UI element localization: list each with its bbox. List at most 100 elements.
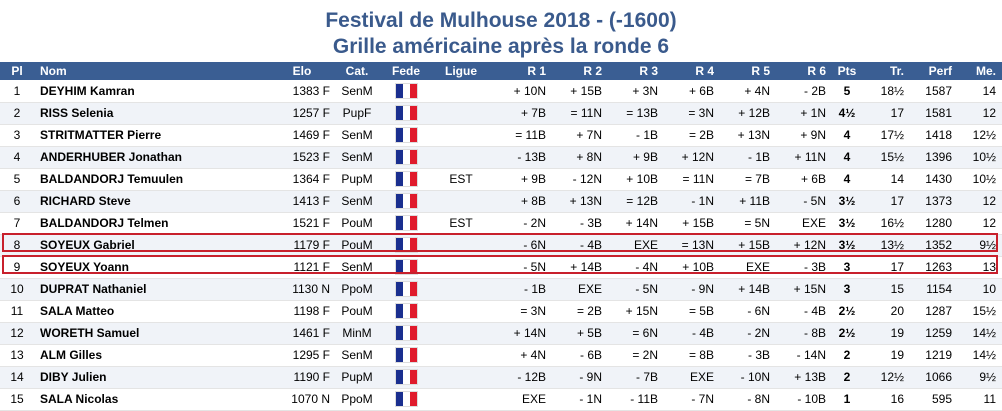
table-row[interactable]: 8 SOYEUX Gabriel 1179 F PouM - 6N - 4B EXE = 13… <box>0 234 1002 256</box>
table-row[interactable]: 4 ANDERHUBER Jonathan 1523 F SenM - 13B + 8N +… <box>0 146 1002 168</box>
table-row[interactable]: 3 STRITMATTER Pierre 1469 F SenM = 11B + 7N - … <box>0 124 1002 146</box>
cell-perf: 1066 <box>925 370 952 384</box>
cell-me: 15½ <box>972 304 996 318</box>
header-ligue[interactable]: Ligue <box>445 64 477 78</box>
cell-ligue: EST <box>449 216 473 230</box>
table-row[interactable]: 5 BALDANDORJ Temuulen 1364 F PupM EST + 9B - 1… <box>0 168 1002 190</box>
cell-r2: - 6B <box>579 348 602 362</box>
cell-elo: 1521 F <box>292 216 330 230</box>
cell-r3: = 6N <box>632 326 658 340</box>
player-name: ANDERHUBER Jonathan <box>40 150 183 164</box>
cell-pts: 3 <box>843 260 851 274</box>
player-name: DUPRAT Nathaniel <box>40 282 147 296</box>
cell-me: 10½ <box>972 172 996 186</box>
table-row[interactable]: 2 RISS Selenia 1257 F PupF + 7B = 11N = 13B = 3… <box>0 102 1002 124</box>
cell-ligue <box>430 278 492 300</box>
header-nom[interactable]: Nom <box>40 64 67 78</box>
header-pl[interactable]: Pl <box>11 64 23 78</box>
cell-elo: 1413 F <box>292 194 330 208</box>
cell-pl: 2 <box>13 106 21 120</box>
cell-perf: 1587 <box>925 83 952 98</box>
table-row[interactable]: 13 ALM Gilles 1295 F SenM + 4N - 6B = 2N = 8B - … <box>0 344 1002 366</box>
cell-pts: 4 <box>843 150 851 164</box>
header-fede[interactable]: Fede <box>391 64 420 78</box>
page-title: Festival de Mulhouse 2018 - (-1600) <box>325 9 677 32</box>
player-name: ALM Gilles <box>40 348 103 362</box>
cell-r2: + 7N <box>576 128 602 142</box>
cell-cat: SenM <box>341 83 373 98</box>
cell-r3: - 5N <box>635 282 658 296</box>
table-row[interactable]: 11 SALA Matteo 1198 F PouM = 3N = 2B + 15N = 5B… <box>0 300 1002 322</box>
cell-fede <box>382 256 430 278</box>
france-flag-icon <box>395 238 417 253</box>
header-r3[interactable]: R 3 <box>639 64 658 78</box>
cell-cat: SenM <box>341 260 373 274</box>
cell-r1: - 6N <box>523 238 546 252</box>
cell-cat: SenM <box>341 194 373 208</box>
cell-perf: 595 <box>931 392 952 406</box>
cell-r3: = 12B <box>626 194 658 208</box>
cell-pl: 3 <box>13 128 21 142</box>
cell-perf: 1373 <box>925 194 952 208</box>
header-elo[interactable]: Elo <box>292 64 312 78</box>
cell-r5: + 11B <box>739 194 770 208</box>
table-row[interactable]: 1 DEYHIM Kamran 1383 F SenM + 10N + 15B + 3N + … <box>0 80 1002 102</box>
cell-r1: + 4N <box>520 348 546 362</box>
header-perf[interactable]: Perf <box>928 64 952 78</box>
cell-r1: - 2N <box>523 216 546 230</box>
cell-r3: + 14N <box>625 216 658 230</box>
cell-fede <box>382 102 430 124</box>
header-me[interactable]: Me. <box>975 64 996 78</box>
cell-me: 11 <box>983 392 996 406</box>
cell-me: 12 <box>982 194 996 208</box>
cell-perf: 1154 <box>926 282 952 296</box>
cell-ligue <box>430 124 492 146</box>
cell-r6: + 1N <box>800 106 826 120</box>
header-r4[interactable]: R 4 <box>695 64 714 78</box>
header-r5[interactable]: R 5 <box>751 64 770 78</box>
table-row[interactable]: 14 DIBY Julien 1190 F PupM - 12B - 9N - 7B EXE -… <box>0 366 1002 388</box>
header-pts[interactable]: Pts <box>837 64 857 78</box>
table-row[interactable]: 12 WORETH Samuel 1461 F MinM + 14N + 5B = 6N - … <box>0 322 1002 344</box>
table-row[interactable]: 10 DUPRAT Nathaniel 1130 N PpoM - 1B EXE - 5N -… <box>0 278 1002 300</box>
france-flag-icon <box>395 216 417 231</box>
standings-table: Pl Nom Elo Cat. Fede Ligue R 1 R 2 R 3 R… <box>0 62 1002 411</box>
cell-pl: 1 <box>13 83 21 98</box>
header-r2[interactable]: R 2 <box>583 64 602 78</box>
cell-r4: + 6B <box>688 83 714 98</box>
cell-fede <box>382 168 430 190</box>
cell-elo: 1070 N <box>291 392 330 406</box>
table-row[interactable]: 15 SALA Nicolas 1070 N PpoM EXE - 1N - 11B - 7N… <box>0 388 1002 410</box>
cell-pl: 6 <box>13 194 21 208</box>
cell-pl: 10 <box>10 282 24 296</box>
cell-tr: 17 <box>890 194 904 208</box>
player-name: SOYEUX Yoann <box>40 260 129 274</box>
cell-r1: + 7B <box>520 106 546 120</box>
cell-ligue <box>430 234 492 256</box>
cell-r2: - 12N <box>572 172 602 186</box>
header-r1[interactable]: R 1 <box>527 64 546 78</box>
cell-r5: = 5N <box>744 216 770 230</box>
table-row[interactable]: 7 BALDANDORJ Telmen 1521 F PouM EST - 2N - 3B +… <box>0 212 1002 234</box>
cell-ligue: EST <box>449 172 473 186</box>
cell-fede <box>382 344 430 366</box>
cell-r1: + 10N <box>513 83 546 98</box>
cell-pts: 3½ <box>838 216 856 230</box>
header-tr[interactable]: Tr. <box>889 64 904 78</box>
cell-me: 13 <box>982 260 996 274</box>
cell-r3: EXE <box>633 238 658 252</box>
cell-elo: 1190 F <box>293 370 330 384</box>
cell-fede <box>382 278 430 300</box>
cell-r6: + 12N <box>793 238 826 252</box>
table-row[interactable]: 6 RICHARD Steve 1413 F SenM + 8B + 13N = 12B - … <box>0 190 1002 212</box>
header-r6[interactable]: R 6 <box>807 64 826 78</box>
cell-r3: - 11B <box>630 392 658 406</box>
cell-ligue <box>430 146 492 168</box>
cell-me: 9½ <box>979 370 996 384</box>
cell-fede <box>382 124 430 146</box>
table-row[interactable]: 9 SOYEUX Yoann 1121 F SenM - 5N + 14B - 4N + 10… <box>0 256 1002 278</box>
cell-pl: 11 <box>10 304 24 318</box>
header-cat[interactable]: Cat. <box>345 64 369 78</box>
france-flag-icon <box>395 194 417 209</box>
cell-cat: PupM <box>341 370 373 384</box>
